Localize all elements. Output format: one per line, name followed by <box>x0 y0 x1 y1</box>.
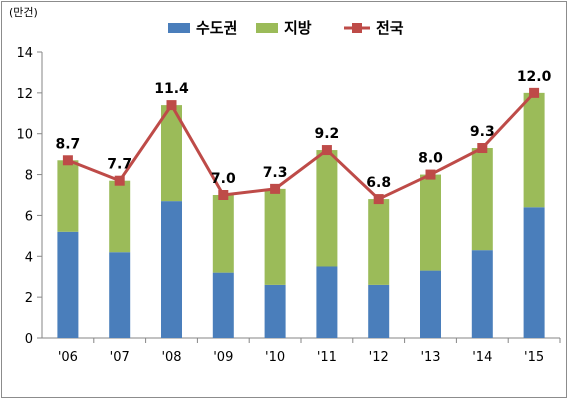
bar-jibang <box>264 188 286 285</box>
y-tick-label: 0 <box>25 332 33 347</box>
total-point-marker <box>218 190 229 200</box>
bar-sudogwon <box>316 266 338 338</box>
data-label: 12.0 <box>517 69 552 85</box>
y-tick-label: 4 <box>25 250 33 265</box>
data-label: 11.4 <box>154 81 189 97</box>
y-tick-label: 12 <box>16 87 33 102</box>
legend-label: 지방 <box>284 19 312 37</box>
data-label: 6.8 <box>366 175 391 191</box>
data-label: 7.0 <box>211 171 236 187</box>
bar-jibang <box>212 195 234 273</box>
y-tick-label: 6 <box>25 209 33 224</box>
x-tick-label: '08 <box>161 350 181 365</box>
bar-sudogwon <box>471 250 493 338</box>
axes: 0 2 4 6 8 10 12 14 '06 '07 '08 '09 '10 '11 '12 '13 '14 '1… <box>16 46 561 365</box>
x-tick-label: '13 <box>420 350 440 365</box>
data-label: 7.7 <box>107 157 132 173</box>
data-label: 9.3 <box>470 124 495 140</box>
bar-jibang <box>368 199 390 285</box>
total-point-marker <box>321 145 332 156</box>
total-point-marker <box>425 169 436 180</box>
data-label: 7.3 <box>263 165 288 181</box>
bar-jibang <box>523 92 545 208</box>
y-tick-label: 2 <box>25 291 33 306</box>
y-tick-label: 10 <box>16 128 33 143</box>
x-tick-label: '12 <box>369 350 389 365</box>
total-point-marker <box>62 155 73 166</box>
bar-sudogwon <box>109 252 131 338</box>
total-point-marker <box>373 194 384 205</box>
legend-label: 수도권 <box>196 19 237 37</box>
x-tick-label: '09 <box>213 350 233 365</box>
bar-sudogwon <box>420 270 441 338</box>
total-point-marker <box>477 143 488 154</box>
unit-label: (만건) <box>9 6 38 19</box>
x-tick-label: '15 <box>524 350 544 365</box>
bar-sudogwon <box>161 201 182 338</box>
legend-label: 전국 <box>376 19 404 37</box>
data-label: 9.2 <box>314 126 339 142</box>
data-labels: 8.7 7.7 11.4 7.0 7.3 9.2 6.8 8.0 9.3 12.0 <box>55 69 551 191</box>
bar-sudogwon <box>523 207 545 338</box>
x-tick-label: '07 <box>110 350 130 365</box>
y-tick-label: 14 <box>16 46 33 61</box>
data-label: 8.7 <box>55 136 80 152</box>
x-tick-label: '11 <box>317 350 337 365</box>
bar-jibang <box>420 174 441 271</box>
x-tick-label: '14 <box>472 350 492 365</box>
bars <box>57 92 545 338</box>
total-line <box>62 87 540 205</box>
data-label: 8.0 <box>418 151 443 167</box>
bar-sudogwon <box>212 272 234 338</box>
bar-jibang <box>161 105 182 202</box>
total-point-marker <box>114 175 125 186</box>
bar-sudogwon <box>368 284 390 338</box>
y-tick-label: 8 <box>25 169 33 184</box>
x-tick-label: '06 <box>58 350 78 365</box>
total-point-marker <box>270 183 281 194</box>
legend-swatch <box>168 23 190 33</box>
legend: 수도권 지방 전국 <box>168 19 404 37</box>
bar-jibang <box>316 150 338 267</box>
x-tick-label: '10 <box>265 350 285 365</box>
total-line-path <box>67 91 536 201</box>
bar-jibang <box>109 180 131 253</box>
bar-sudogwon <box>264 284 286 338</box>
bar-jibang <box>57 160 79 232</box>
bar-sudogwon <box>57 231 79 338</box>
legend-swatch <box>256 23 278 33</box>
legend-marker <box>352 23 362 33</box>
total-point-marker <box>529 87 540 98</box>
bar-jibang <box>471 148 493 251</box>
total-point-marker <box>166 100 177 111</box>
